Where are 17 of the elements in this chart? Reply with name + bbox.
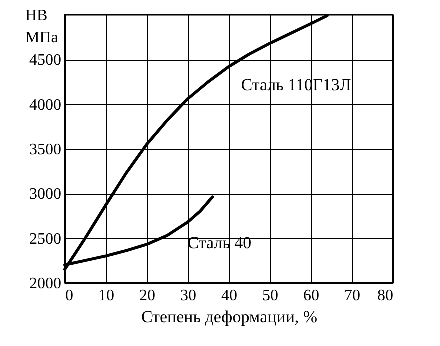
- x-tick-label: 80: [378, 288, 394, 304]
- y-tick-label: 3000: [30, 186, 62, 204]
- x-tick-label: 10: [98, 288, 114, 304]
- x-tick-label: 40: [222, 288, 238, 304]
- y-tick-label: 4500: [30, 52, 62, 70]
- x-tick-label: 70: [344, 288, 360, 304]
- y-tick-label: 4000: [30, 96, 62, 114]
- x-tick-label: 60: [304, 288, 320, 304]
- x-axis-title: Степень деформации, %: [141, 308, 318, 326]
- y-tick-label: 3500: [30, 142, 62, 158]
- y-tick-label: 2000: [30, 276, 62, 292]
- y-axis-title: НВ МПа: [26, 8, 58, 46]
- x-tick-label: 50: [262, 288, 278, 304]
- y-tick-label: 2500: [30, 230, 62, 248]
- x-tick-label: 30: [180, 288, 196, 304]
- x-tick-label: 0: [66, 288, 74, 304]
- x-tick-label: 20: [140, 288, 156, 304]
